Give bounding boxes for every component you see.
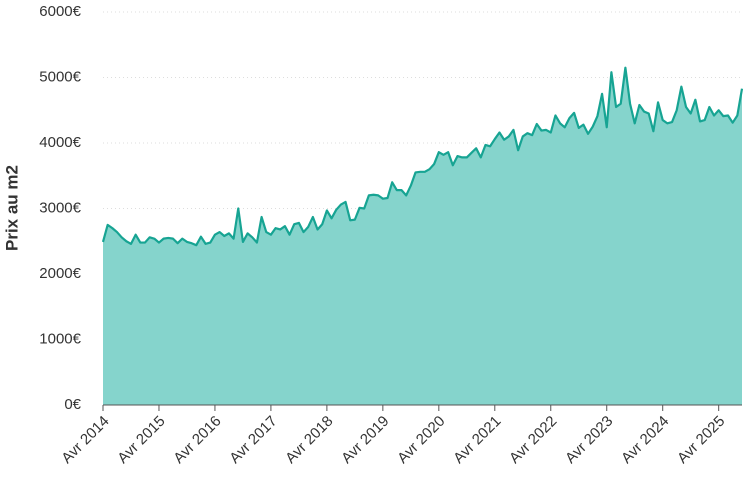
x-tick-label: Avr 2016 [170, 413, 224, 467]
y-tick-label: 5000€ [39, 68, 81, 85]
y-tick-label: 3000€ [39, 199, 81, 216]
x-tick-label: Avr 2017 [226, 413, 280, 467]
x-tick-label: Avr 2014 [58, 413, 112, 467]
y-tick-label: 1000€ [39, 330, 81, 347]
x-tick-label: Avr 2024 [618, 413, 672, 467]
y-axis-label: Prix au m2 [2, 165, 21, 251]
x-tick-label: Avr 2023 [562, 413, 616, 467]
x-tick-label: Avr 2020 [394, 413, 448, 467]
x-tick-label: Avr 2015 [114, 413, 168, 467]
x-tick-label: Avr 2025 [674, 413, 728, 467]
y-tick-label: 2000€ [39, 265, 81, 282]
x-tick-label: Avr 2021 [450, 413, 504, 467]
x-tick-label: Avr 2022 [506, 413, 560, 467]
y-tick-label: 6000€ [39, 3, 81, 20]
x-tick-label: Avr 2019 [338, 413, 392, 467]
x-tick-label: Avr 2018 [282, 413, 336, 467]
y-tick-label: 0€ [64, 396, 81, 413]
line [101, 66, 744, 247]
area [103, 67, 742, 406]
y-tick-label: 4000€ [39, 134, 81, 151]
